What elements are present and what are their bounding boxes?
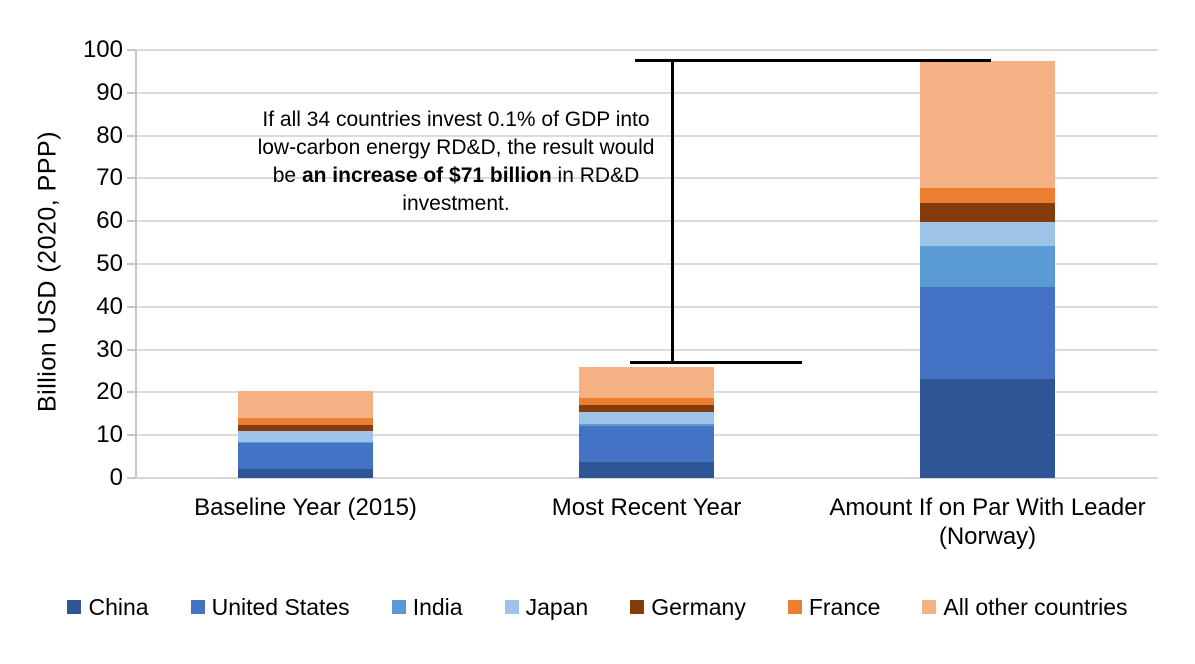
x-axis-label: Baseline Year (2015) (194, 494, 417, 521)
legend-swatch-icon (504, 600, 519, 614)
legend-label: France (808, 594, 881, 620)
annotation-text-after: in RD&D investment. (402, 164, 640, 215)
legend-label: Germany (651, 594, 746, 620)
y-tick-label-40: 40 (96, 292, 123, 320)
legend-swatch-icon (630, 600, 645, 614)
y-tick-50 (127, 263, 135, 265)
legend-label: United States (211, 594, 350, 620)
legend-label: China (88, 594, 149, 620)
bar-segment-china (238, 469, 373, 478)
annotation-text: If all 34 countries invest 0.1% of GDP i… (250, 106, 662, 218)
legend-swatch-icon (190, 600, 205, 614)
x-axis-label: Amount If on Par With Leader (Norway) (829, 494, 1146, 550)
gridline-100 (135, 49, 1158, 51)
bar-segment-all-other-countries (920, 61, 1055, 189)
bar-segment-united-states (579, 425, 714, 463)
legend-swatch-icon (787, 600, 802, 614)
bar-segment-all-other-countries (238, 391, 373, 419)
x-axis-label: Most Recent Year (551, 494, 742, 521)
gridline-40 (135, 305, 1158, 308)
y-tick-60 (127, 220, 135, 223)
gridline-30 (135, 348, 1158, 351)
y-tick-80 (127, 134, 135, 137)
bar-segment-india (920, 246, 1055, 288)
bracket-vertical-line (671, 59, 674, 363)
legend: China United States India Japan Germany Franc… (0, 594, 1195, 620)
legend-swatch-icon (922, 600, 937, 614)
y-tick-100 (127, 49, 135, 51)
legend-item-united-states: United States (190, 594, 350, 620)
annotation-text-bold: an increase of $71 billion (301, 164, 552, 187)
gridline-50 (135, 263, 1158, 265)
bar-segment-all-other-countries (579, 367, 714, 398)
y-tick-0 (127, 477, 135, 479)
y-tick-20 (127, 391, 135, 394)
bar-segment-france (579, 397, 714, 405)
y-tick-label-50: 50 (96, 250, 123, 277)
bar-segment-germany (579, 404, 714, 413)
y-tick-label-100: 100 (82, 36, 123, 63)
legend-label: India (412, 594, 463, 620)
bar-segment-china (920, 378, 1055, 478)
bar-segment-japan (579, 412, 714, 424)
x-axis-line (135, 477, 1158, 479)
legend-swatch-icon (67, 600, 82, 614)
gridline-60 (135, 220, 1158, 223)
legend-swatch-icon (391, 600, 406, 614)
y-tick-label-20: 20 (96, 378, 123, 406)
bar-segment-germany (238, 425, 373, 432)
bar-segment-japan (920, 222, 1055, 246)
bar-segment-united-states (238, 442, 373, 470)
gridline-80 (135, 134, 1158, 137)
legend-label: All other countries (943, 594, 1128, 620)
bar-segment-china (579, 462, 714, 478)
bar-segment-united-states (920, 287, 1055, 379)
bar-segment-germany (920, 202, 1055, 223)
y-tick-label-70: 70 (96, 164, 123, 192)
y-tick-90 (127, 91, 135, 94)
annotation-text-before: If all 34 countries invest 0.1% of GDP i… (257, 108, 655, 187)
y-tick-label-80: 80 (96, 121, 123, 149)
legend-label: Japan (525, 594, 589, 620)
y-tick-70 (127, 177, 135, 180)
gridline-70 (135, 177, 1158, 180)
y-tick-30 (127, 348, 135, 351)
legend-item-japan: Japan (504, 594, 589, 620)
bar-segment-japan (238, 431, 373, 442)
y-tick-label-90: 90 (96, 78, 123, 106)
bar-segment-india (238, 441, 373, 443)
legend-item-all-other-countries: All other countries (922, 594, 1128, 620)
y-tick-label-0: 0 (109, 464, 123, 491)
gridline-90 (135, 91, 1158, 94)
bar-segment-france (920, 188, 1055, 203)
y-tick-40 (127, 305, 135, 308)
legend-item-china: China (67, 594, 149, 620)
legend-item-germany: Germany (630, 594, 746, 620)
legend-item-india: India (391, 594, 463, 620)
bracket-top-line (635, 59, 991, 63)
y-tick-label-60: 60 (96, 207, 123, 235)
y-tick-label-30: 30 (96, 335, 123, 363)
y-tick-10 (127, 434, 135, 437)
bar-segment-india (579, 423, 714, 426)
legend-item-france: France (787, 594, 881, 620)
y-tick-label-10: 10 (96, 421, 123, 449)
bracket-bottom-line (630, 360, 802, 364)
y-axis-line (135, 50, 137, 478)
bar-segment-france (238, 418, 373, 426)
